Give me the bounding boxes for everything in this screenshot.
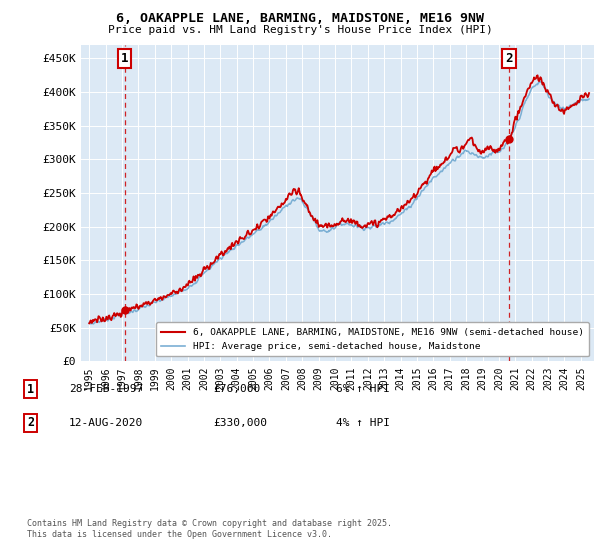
- Text: 1: 1: [121, 52, 128, 65]
- Text: 1: 1: [27, 382, 34, 396]
- Text: 4% ↑ HPI: 4% ↑ HPI: [336, 418, 390, 428]
- Text: 6, OAKAPPLE LANE, BARMING, MAIDSTONE, ME16 9NW: 6, OAKAPPLE LANE, BARMING, MAIDSTONE, ME…: [116, 12, 484, 25]
- Legend: 6, OAKAPPLE LANE, BARMING, MAIDSTONE, ME16 9NW (semi-detached house), HPI: Avera: 6, OAKAPPLE LANE, BARMING, MAIDSTONE, ME…: [156, 323, 589, 357]
- Text: Contains HM Land Registry data © Crown copyright and database right 2025.
This d: Contains HM Land Registry data © Crown c…: [27, 519, 392, 539]
- Text: 28-FEB-1997: 28-FEB-1997: [69, 384, 143, 394]
- Text: £330,000: £330,000: [213, 418, 267, 428]
- Text: £76,000: £76,000: [213, 384, 260, 394]
- Text: 12-AUG-2020: 12-AUG-2020: [69, 418, 143, 428]
- Text: 2: 2: [27, 416, 34, 430]
- Text: Price paid vs. HM Land Registry's House Price Index (HPI): Price paid vs. HM Land Registry's House …: [107, 25, 493, 35]
- Text: 2: 2: [505, 52, 513, 65]
- Text: 6% ↑ HPI: 6% ↑ HPI: [336, 384, 390, 394]
